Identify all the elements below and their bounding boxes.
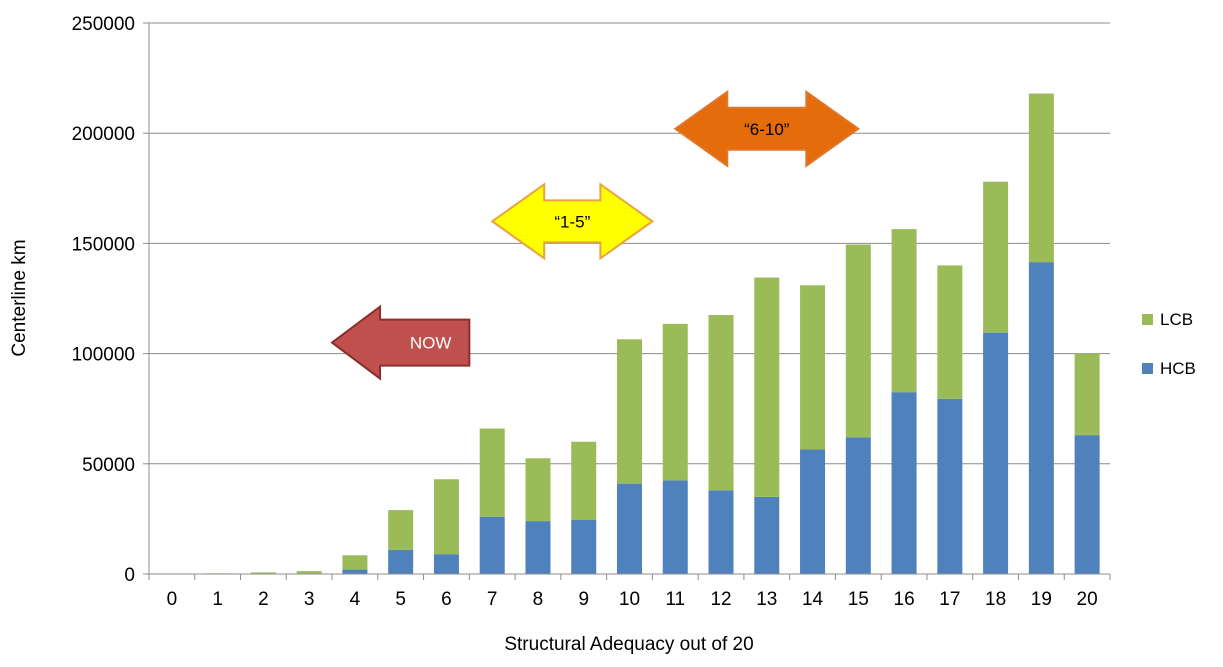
legend-swatch-hcb [1142, 363, 1153, 374]
annotation-arrow-1 [330, 304, 471, 381]
legend: LCB HCB [1142, 310, 1196, 378]
x-tick-label: 19 [1031, 589, 1052, 610]
x-tick-label: 15 [848, 589, 869, 610]
bar-lcb [571, 441, 597, 521]
bar-lcb [1028, 93, 1054, 263]
x-tick-label: 20 [1077, 589, 1098, 610]
x-tick-label: 8 [533, 589, 544, 610]
y-tick-label: 100000 [72, 345, 135, 366]
x-tick-label: 6 [441, 589, 452, 610]
bar-hcb [800, 449, 826, 574]
bar-hcb [754, 496, 780, 574]
bar-lcb [937, 265, 963, 399]
y-tick-label: 0 [124, 565, 135, 586]
bar-lcb [433, 479, 459, 555]
y-tick-label: 50000 [82, 455, 135, 476]
x-tick-label: 14 [802, 589, 824, 610]
bar-lcb [891, 229, 917, 393]
x-tick-label: 2 [258, 589, 269, 610]
y-axis-title: Centerline km [9, 239, 30, 356]
bar-hcb [342, 569, 368, 574]
x-tick-label: 11 [665, 589, 685, 610]
x-tick-label: 5 [395, 589, 406, 610]
bar-hcb [617, 483, 642, 574]
bar-hcb [662, 480, 688, 574]
annotation-label-2: “1-5” [554, 212, 590, 231]
bar-lcb [479, 428, 505, 517]
bar-lcb [342, 555, 368, 570]
bar-lcb [983, 181, 1009, 333]
bar-lcb [296, 571, 322, 574]
x-tick-label: 12 [710, 589, 731, 610]
bar-hcb [388, 549, 414, 574]
bar-lcb [754, 277, 780, 497]
bar-lcb [1074, 353, 1100, 436]
bar-lcb [800, 285, 826, 450]
x-axis-title: Structural Adequacy out of 20 [504, 634, 753, 655]
bar-hcb [891, 392, 917, 574]
bar-hcb [433, 554, 459, 574]
x-tick-label: 18 [985, 589, 1006, 610]
x-tick-label: 7 [487, 589, 498, 610]
legend-swatch-lcb [1142, 314, 1153, 325]
y-tick-label: 150000 [72, 234, 135, 255]
legend-label-hcb: HCB [1160, 359, 1196, 378]
bar-hcb [845, 437, 871, 574]
x-tick-label: 16 [894, 589, 915, 610]
x-tick-label: 1 [212, 589, 223, 610]
legend-label-lcb: LCB [1160, 310, 1193, 329]
bar-lcb [250, 572, 276, 574]
bar-hcb [937, 398, 963, 574]
bar-hcb [479, 516, 505, 574]
x-tick-label: 4 [350, 589, 361, 610]
annotations: NOW “1-5” “6-10” [330, 89, 861, 381]
bar-lcb [845, 244, 871, 438]
x-tick-label: 10 [619, 589, 640, 610]
bar-hcb [1074, 435, 1100, 574]
annotation-label-1: NOW [410, 334, 452, 353]
bar-lcb [662, 323, 688, 481]
x-tick-label: 9 [578, 589, 589, 610]
bar-hcb [525, 521, 551, 574]
y-tick-label: 250000 [72, 14, 135, 35]
bar-lcb [388, 510, 414, 550]
x-tick-label: 17 [939, 589, 960, 610]
bar-lcb [708, 315, 734, 491]
x-tick-label: 0 [167, 589, 178, 610]
bar-hcb [1028, 262, 1054, 574]
bar-hcb [571, 520, 597, 574]
annotation-arrow-3 [673, 89, 861, 168]
bar-hcb [708, 490, 734, 574]
annotation-label-3: “6-10” [744, 120, 790, 139]
bars [205, 93, 1100, 574]
x-tick-label: 3 [304, 589, 315, 610]
annotation-arrow-2 [490, 182, 655, 261]
y-tick-label: 200000 [72, 124, 135, 145]
bar-hcb [983, 332, 1009, 574]
bar-lcb [525, 458, 551, 522]
bar-lcb [617, 339, 642, 484]
x-tick-label: 13 [756, 589, 777, 610]
